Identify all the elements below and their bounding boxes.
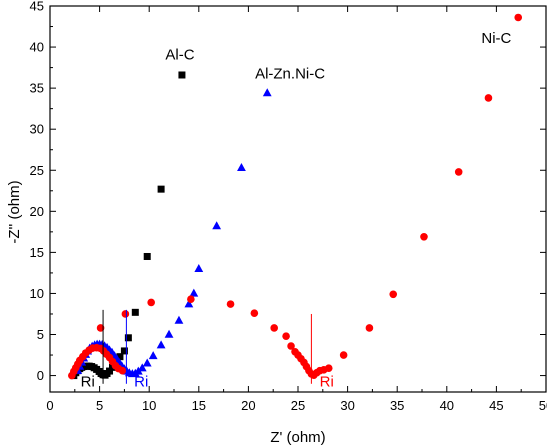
x-axis-title: Z' (ohm) — [270, 429, 325, 446]
data-point — [484, 94, 493, 102]
series-label: Al-Zn.Ni-C — [255, 65, 325, 82]
data-point — [514, 13, 523, 22]
data-point — [270, 324, 278, 332]
data-point — [184, 299, 194, 308]
x-tick-label: 5 — [96, 398, 103, 413]
data-point — [389, 290, 398, 299]
data-point — [262, 88, 272, 97]
data-point — [131, 308, 139, 316]
data-point — [143, 252, 151, 260]
ri-label: Ri — [320, 373, 334, 390]
x-tick-label: 25 — [291, 398, 305, 413]
data-point — [157, 185, 165, 193]
data-point — [174, 315, 184, 324]
ri-label: Ri — [81, 373, 95, 390]
data-point — [189, 288, 199, 297]
x-tick-label: 50 — [539, 398, 547, 413]
data-point — [148, 351, 158, 360]
data-point — [121, 310, 130, 318]
data-point — [178, 71, 186, 79]
data-point — [137, 363, 147, 372]
data-point — [226, 300, 235, 308]
data-point — [106, 367, 114, 375]
y-tick-label: 25 — [30, 163, 44, 178]
x-tick-label: 0 — [46, 398, 53, 413]
y-tick-label: 30 — [30, 122, 44, 137]
x-tick-label: 20 — [241, 398, 255, 413]
y-tick-label: 45 — [30, 0, 44, 14]
series-ni-c — [68, 13, 523, 380]
y-tick-label: 15 — [30, 245, 44, 260]
series-label: Al-C — [165, 46, 194, 63]
data-point — [324, 364, 333, 372]
data-point — [124, 334, 132, 342]
series-label: Ni-C — [481, 30, 511, 47]
annotations: Al-C Al-Zn.Ni-C Ni-C Ri Ri Ri — [81, 30, 512, 390]
plot-frame — [49, 5, 547, 393]
data-point — [194, 264, 204, 273]
data-point — [339, 351, 348, 359]
x-tick-label: 40 — [440, 398, 454, 413]
y-axis-title: -Z'' (ohm) — [6, 180, 23, 243]
y-tick-label: 40 — [30, 40, 44, 55]
data-point — [164, 329, 174, 338]
y-tick-label: 35 — [30, 81, 44, 96]
y-tick-label: 0 — [37, 368, 44, 383]
data-point — [287, 342, 295, 350]
data-point — [212, 221, 222, 230]
data-point — [454, 168, 463, 176]
axes — [49, 5, 547, 393]
data-point — [365, 324, 374, 332]
data-point — [142, 358, 152, 367]
y-tick-label: 5 — [37, 327, 44, 342]
data-point — [116, 353, 124, 361]
data-point — [187, 295, 195, 303]
y-tick-label: 10 — [30, 286, 44, 301]
ticks: 0 5 10 15 20 25 30 35 40 45 50 0 5 10 15 20 25 30 35 40 45 — [30, 0, 547, 413]
data-point — [118, 366, 127, 375]
x-tick-label: 35 — [390, 398, 404, 413]
data-point — [96, 324, 105, 332]
x-tick-label: 10 — [142, 398, 156, 413]
x-tick-label: 15 — [192, 398, 206, 413]
data-point — [147, 298, 155, 307]
data-point — [120, 347, 128, 355]
y-tick-label: 20 — [30, 204, 44, 219]
data-point — [420, 232, 428, 241]
data-point — [156, 340, 166, 349]
data-point — [282, 332, 290, 340]
ri-label: Ri — [134, 373, 148, 390]
x-tick-label: 45 — [489, 398, 503, 413]
data-point — [250, 309, 259, 317]
data-point — [237, 162, 246, 171]
x-tick-label: 30 — [340, 398, 354, 413]
